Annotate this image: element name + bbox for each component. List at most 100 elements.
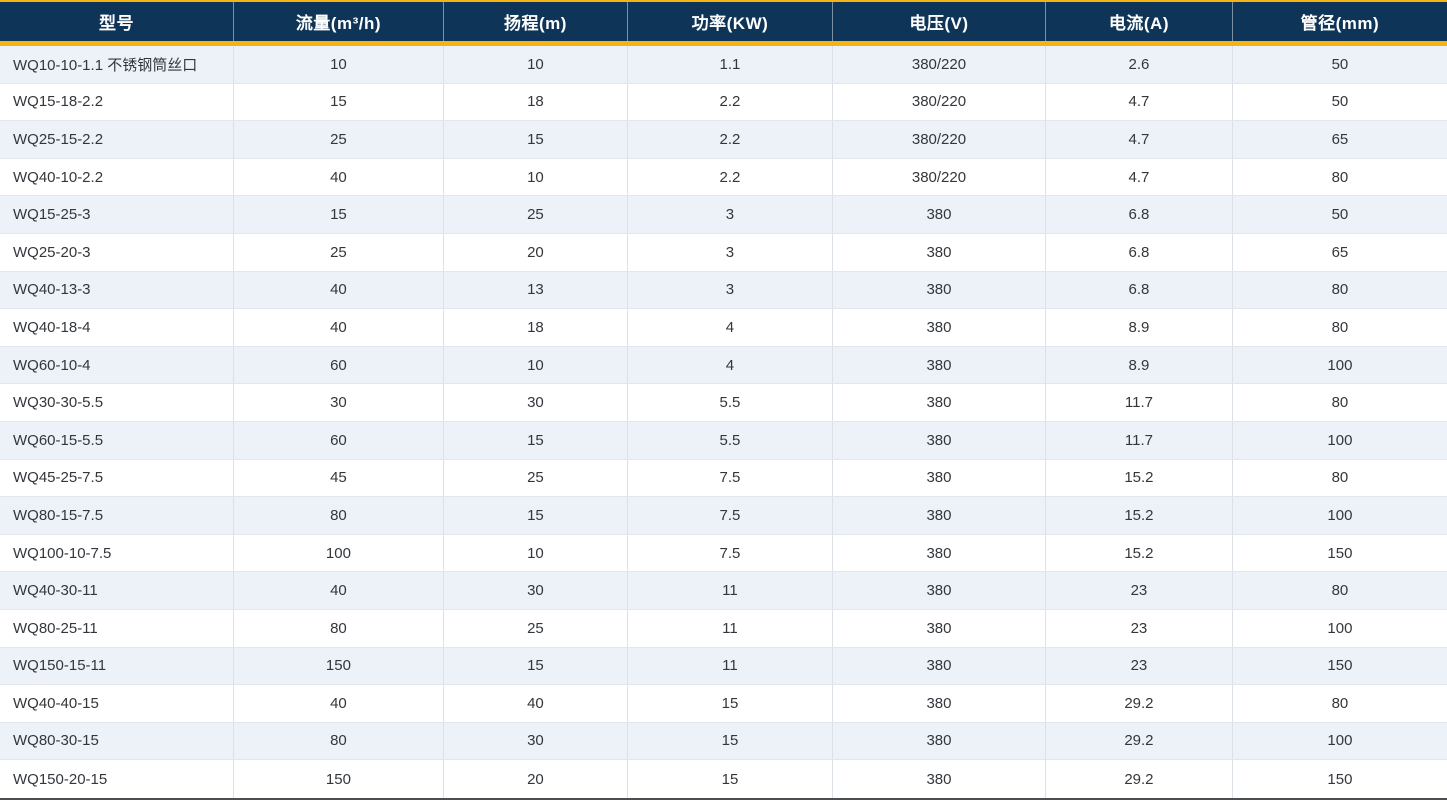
model-cell: WQ150-15-11 — [13, 657, 107, 675]
flow-cell: 15 — [232, 196, 443, 233]
power-cell: 11 — [626, 609, 832, 647]
model-cell: WQ40-40-15 — [13, 694, 99, 712]
flow-cell: 45 — [232, 459, 443, 497]
head-cell: 10 — [442, 158, 627, 196]
table-row: WQ40-30-11 40 30 11 380 23 80 — [0, 572, 1447, 610]
voltage-cell: 380 — [831, 497, 1045, 534]
power-cell: 15 — [626, 685, 832, 722]
voltage-cell: 380 — [831, 685, 1045, 722]
flow-cell: 40 — [232, 271, 443, 309]
model-cell: WQ40-13-3 — [13, 281, 91, 299]
power-cell: 2.2 — [626, 121, 832, 158]
current-cell: 2.6 — [1044, 46, 1232, 83]
power-cell: 5.5 — [626, 421, 832, 459]
column-header-flow: 流量(m³/h) — [232, 2, 443, 41]
flow-cell: 40 — [232, 572, 443, 609]
current-cell: 6.8 — [1044, 196, 1232, 233]
diameter-cell: 150 — [1231, 534, 1447, 572]
voltage-cell: 380/220 — [831, 158, 1045, 196]
diameter-cell: 80 — [1231, 271, 1447, 309]
diameter-cell: 80 — [1231, 309, 1447, 346]
current-cell: 8.9 — [1044, 346, 1232, 384]
table-header-accent-band — [0, 41, 1447, 46]
diameter-cell: 150 — [1231, 647, 1447, 685]
flow-cell: 10 — [232, 46, 443, 83]
table-row: WQ40-18-4 40 18 4 380 8.9 80 — [0, 309, 1447, 347]
voltage-cell: 380 — [831, 196, 1045, 233]
current-cell: 11.7 — [1044, 384, 1232, 421]
model-cell: WQ30-30-5.5 — [13, 394, 104, 412]
model-cell: WQ150-20-15 — [13, 770, 108, 788]
table-top-accent-strip — [0, 0, 1447, 2]
table-row: WQ15-18-2.2 15 18 2.2 380/220 4.7 50 — [0, 83, 1447, 122]
current-cell: 29.2 — [1044, 722, 1232, 760]
power-cell: 7.5 — [626, 497, 832, 534]
head-cell: 25 — [442, 459, 627, 497]
diameter-cell: 50 — [1231, 196, 1447, 233]
flow-cell: 25 — [232, 233, 443, 271]
voltage-cell: 380 — [831, 309, 1045, 346]
model-cell: WQ80-25-11 — [13, 619, 98, 637]
model-cell: WQ60-10-4 — [13, 356, 91, 374]
power-cell: 11 — [626, 647, 832, 685]
table-row: WQ150-20-15 150 20 15 380 29.2 150 — [0, 760, 1447, 798]
column-header-diameter: 管径(mm) — [1231, 2, 1447, 41]
head-cell: 18 — [442, 83, 627, 121]
model-cell: WQ15-25-3 — [13, 206, 91, 224]
diameter-cell: 100 — [1231, 421, 1447, 459]
flow-cell: 80 — [232, 722, 443, 760]
current-cell: 4.7 — [1044, 158, 1232, 196]
power-cell: 3 — [626, 233, 832, 271]
diameter-cell: 80 — [1231, 158, 1447, 196]
power-cell: 3 — [626, 271, 832, 309]
table-bottom-border — [0, 797, 1447, 800]
flow-cell: 150 — [232, 647, 443, 685]
diameter-cell: 80 — [1231, 572, 1447, 609]
table-row: WQ80-15-7.5 80 15 7.5 380 15.2 100 — [0, 497, 1447, 535]
diameter-cell: 80 — [1231, 384, 1447, 421]
power-cell: 5.5 — [626, 384, 832, 421]
head-cell: 15 — [442, 121, 627, 158]
model-cell: WQ15-18-2.2 — [13, 93, 104, 111]
current-cell: 15.2 — [1044, 534, 1232, 572]
flow-cell: 40 — [232, 685, 443, 722]
model-cell: WQ10-10-1.1 不锈钢筒丝口 — [13, 56, 198, 74]
current-cell: 15.2 — [1044, 497, 1232, 534]
table-row: WQ80-30-15 80 30 15 380 29.2 100 — [0, 722, 1447, 761]
head-cell: 25 — [442, 196, 627, 233]
power-cell: 4 — [626, 346, 832, 384]
diameter-cell: 65 — [1231, 121, 1447, 158]
table-row: WQ15-25-3 15 25 3 380 6.8 50 — [0, 196, 1447, 234]
power-cell: 2.2 — [626, 83, 832, 121]
head-cell: 10 — [442, 46, 627, 83]
column-header-model: 型号 — [98, 14, 134, 33]
flow-cell: 30 — [232, 384, 443, 421]
model-cell: WQ25-20-3 — [13, 243, 91, 261]
table-row: WQ60-15-5.5 60 15 5.5 380 11.7 100 — [0, 421, 1447, 460]
head-cell: 18 — [442, 309, 627, 346]
model-cell: WQ100-10-7.5 — [13, 544, 112, 562]
power-cell: 11 — [626, 572, 832, 609]
current-cell: 11.7 — [1044, 421, 1232, 459]
voltage-cell: 380 — [831, 421, 1045, 459]
current-cell: 4.7 — [1044, 121, 1232, 158]
current-cell: 29.2 — [1044, 685, 1232, 722]
voltage-cell: 380 — [831, 534, 1045, 572]
table-row: WQ60-10-4 60 10 4 380 8.9 100 — [0, 346, 1447, 385]
flow-cell: 40 — [232, 158, 443, 196]
diameter-cell: 100 — [1231, 346, 1447, 384]
voltage-cell: 380 — [831, 271, 1045, 309]
model-cell: WQ25-15-2.2 — [13, 130, 104, 148]
current-cell: 23 — [1044, 647, 1232, 685]
head-cell: 15 — [442, 421, 627, 459]
diameter-cell: 50 — [1231, 46, 1447, 83]
voltage-cell: 380 — [831, 722, 1045, 760]
voltage-cell: 380 — [831, 760, 1045, 798]
column-header-head: 扬程(m) — [442, 2, 627, 41]
voltage-cell: 380 — [831, 459, 1045, 497]
table-row: WQ25-20-3 25 20 3 380 6.8 65 — [0, 233, 1447, 272]
head-cell: 30 — [442, 572, 627, 609]
head-cell: 40 — [442, 685, 627, 722]
table-header-row: 型号 流量(m³/h) 扬程(m) 功率(KW) 电压(V) 电流(A) 管径(mm) — [0, 2, 1447, 41]
